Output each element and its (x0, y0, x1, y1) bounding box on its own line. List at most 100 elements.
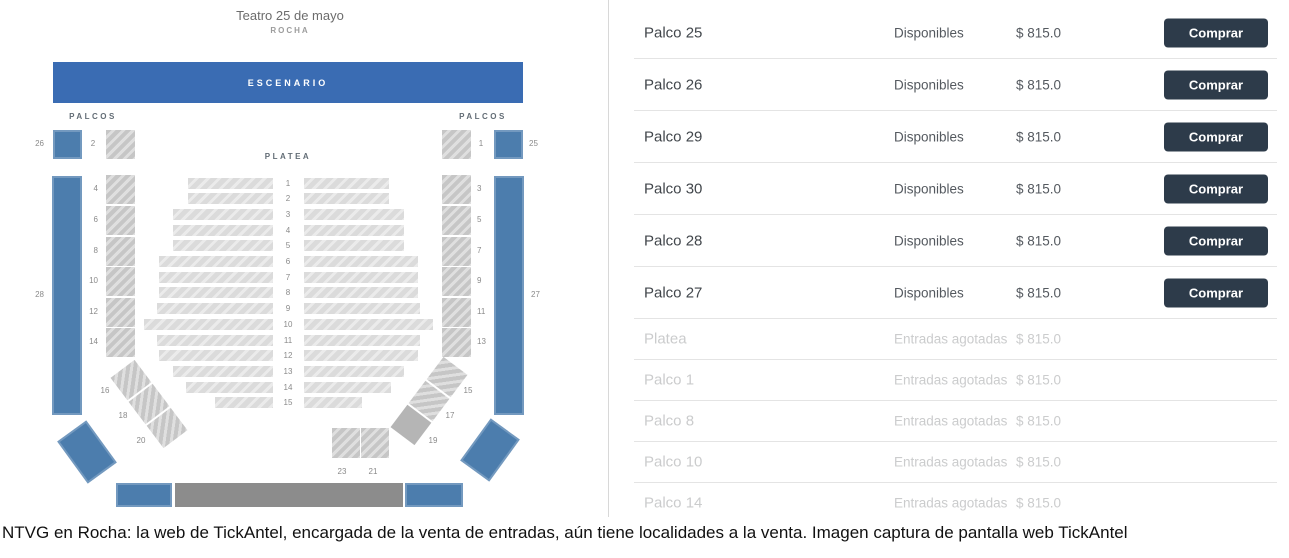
availability-status: Disponibles (894, 181, 964, 196)
price-label: $ 815.0 (1016, 495, 1062, 511)
platea-row-left (173, 224, 273, 236)
platea-label: PLATEA (264, 152, 312, 161)
palco-box-label: 13 (477, 337, 486, 346)
buy-button[interactable]: Comprar (1164, 122, 1268, 151)
platea-row-right (304, 240, 404, 252)
platea-row-number: 4 (285, 225, 291, 235)
platea-row-number: 14 (283, 382, 293, 392)
availability-status: Entradas agotadas (894, 495, 1008, 511)
palco-box-label: 5 (477, 215, 482, 224)
palco-box-12 (106, 298, 135, 327)
platea-row-number: 7 (285, 272, 291, 282)
platea-row-number: 5 (285, 241, 291, 251)
palco-box-11 (442, 298, 471, 327)
buy-button[interactable]: Comprar (1164, 18, 1268, 47)
price-label: $ 815.0 (1016, 129, 1062, 144)
palco-box-label: 6 (93, 215, 98, 224)
palco-box-label: 10 (89, 276, 98, 285)
platea-row-number: 12 (283, 351, 293, 361)
bottom-palco-23 (332, 428, 360, 458)
ticket-row: Palco 1 Entradas agotadas $ 815.0 (634, 360, 1277, 401)
price-label: $ 815.0 (1016, 25, 1062, 40)
ticket-row: Palco 30 Disponibles $ 815.0 Comprar (634, 163, 1277, 215)
palco-box-5 (442, 206, 471, 235)
side-palco-label: 28 (35, 290, 44, 299)
platea-row-left (159, 287, 273, 299)
platea-row-right (304, 287, 418, 299)
platea-row-right (304, 193, 389, 205)
platea-row-number: 8 (285, 288, 291, 298)
palco-box-4 (106, 175, 135, 204)
palco-box-label: 9 (477, 276, 482, 285)
palco-box-9 (442, 267, 471, 296)
platea-row-left (188, 193, 273, 205)
availability-status: Disponibles (894, 233, 964, 248)
platea-row-left (157, 334, 273, 346)
ticket-row: Palco 8 Entradas agotadas $ 815.0 (634, 401, 1277, 442)
palco-box-7 (442, 237, 471, 266)
bottom-palco-21 (361, 428, 389, 458)
corner-palco-1 (442, 130, 471, 159)
section-label: Palco 1 (644, 371, 695, 389)
platea-row-number: 10 (283, 319, 293, 329)
ticket-list: Palco 25 Disponibles $ 815.0 Comprar Palco 2… (608, 0, 1289, 517)
availability-status: Disponibles (894, 285, 964, 300)
corner-palco-label: 26 (35, 139, 44, 148)
bottom-blue-left (116, 483, 172, 507)
ticket-row: Palco 28 Disponibles $ 815.0 Comprar (634, 215, 1277, 267)
platea-row-left (144, 318, 273, 330)
palco-box-10 (106, 267, 135, 296)
platea-row-right (304, 350, 418, 362)
ticket-row: Palco 25 Disponibles $ 815.0 Comprar (634, 7, 1277, 59)
palco-box-label: 8 (93, 246, 98, 255)
bottom-blue-right (405, 483, 463, 507)
availability-status: Entradas agotadas (894, 454, 1008, 470)
palco-box-label: 7 (477, 246, 482, 255)
platea-row-left (173, 208, 273, 220)
stage-block: ESCENARIO (53, 62, 523, 103)
platea-row-right (304, 177, 389, 189)
platea-row-left (186, 381, 273, 393)
platea-row-right (304, 318, 433, 330)
side-palco-27 (494, 176, 524, 415)
side-palco-28 (52, 176, 82, 415)
availability-status: Disponibles (894, 77, 964, 92)
palco-box-14 (106, 328, 135, 357)
corner-palco-2 (106, 130, 135, 159)
platea-row-right (304, 256, 418, 267)
platea-row-number: 1 (285, 178, 291, 188)
availability-status: Entradas agotadas (894, 413, 1008, 429)
buy-button[interactable]: Comprar (1164, 226, 1268, 255)
ticket-row: Palco 26 Disponibles $ 815.0 Comprar (634, 59, 1277, 111)
palco-box-8 (106, 237, 135, 266)
price-label: $ 815.0 (1016, 77, 1062, 92)
diagonal-palco-label: 15 (463, 386, 473, 395)
ticket-row: Platea Entradas agotadas $ 815.0 (634, 319, 1277, 360)
platea-row-right (304, 208, 404, 220)
platea-row-left (188, 177, 273, 189)
buy-button[interactable]: Comprar (1164, 278, 1268, 307)
side-palco-label: 27 (531, 290, 540, 299)
buy-button[interactable]: Comprar (1164, 174, 1268, 203)
diagonal-palco-label: 16 (100, 386, 110, 395)
platea-row-right (304, 224, 404, 236)
section-label: Platea (644, 330, 687, 348)
price-label: $ 815.0 (1016, 285, 1062, 300)
platea-row-number: 11 (283, 335, 293, 345)
ticket-row: Palco 27 Disponibles $ 815.0 Comprar (634, 267, 1277, 319)
platea-row-right (304, 365, 404, 377)
section-label: Palco 27 (644, 284, 703, 301)
platea-row-number: 3 (285, 209, 291, 219)
platea-row-number: 9 (285, 304, 291, 314)
corner-palco-26 (53, 130, 82, 159)
price-label: $ 815.0 (1016, 413, 1062, 429)
platea-row-left (173, 365, 273, 377)
palco-box-label: 14 (89, 337, 98, 346)
palco-box-label: 3 (477, 184, 482, 193)
corner-palco-label: 2 (90, 139, 96, 148)
section-label: Palco 26 (644, 76, 703, 93)
availability-status: Entradas agotadas (894, 372, 1008, 388)
section-label: Palco 10 (644, 453, 703, 471)
buy-button[interactable]: Comprar (1164, 70, 1268, 99)
